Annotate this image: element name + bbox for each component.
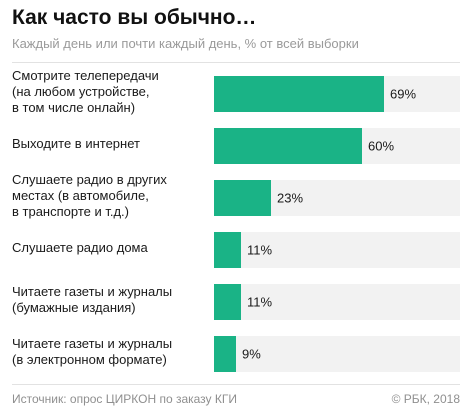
bar — [214, 232, 241, 268]
value-label: 69% — [390, 86, 417, 102]
category-label: Читаете газеты и журналы (бумажные издан… — [12, 284, 173, 315]
bar — [214, 128, 362, 164]
category-label: Смотрите телепередачи (на любом устройст… — [12, 68, 159, 115]
value-label: 9% — [242, 346, 261, 362]
bar-track: 23% — [214, 180, 460, 216]
category-label: Слушаете радио дома — [12, 240, 148, 255]
chart-subtitle: Каждый день или почти каждый день, % от … — [12, 36, 359, 51]
bar — [214, 180, 271, 216]
header-divider — [12, 62, 460, 63]
copyright-credit: © РБК, 2018 — [391, 392, 460, 406]
value-label: 23% — [277, 190, 304, 206]
bar-row: Смотрите телепередачи (на любом устройст… — [0, 66, 474, 118]
bar-row: Читаете газеты и журналы (в электронном … — [0, 326, 474, 378]
bar — [214, 336, 236, 372]
bar-row: Слушаете радио дома 11% — [0, 222, 474, 274]
bar-row: Слушаете радио в других местах (в автомо… — [0, 170, 474, 222]
source-note: Источник: опрос ЦИРКОН по заказу КГИ — [12, 392, 237, 406]
footer-divider — [12, 384, 460, 385]
value-label: 11% — [247, 242, 273, 258]
bar-track: 11% — [214, 232, 460, 268]
bar-track: 60% — [214, 128, 460, 164]
chart-title: Как часто вы обычно… — [12, 6, 257, 29]
bar-track: 9% — [214, 336, 460, 372]
bar-row: Выходите в интернет 60% — [0, 118, 474, 170]
category-label: Читаете газеты и журналы (в электронном … — [12, 336, 173, 367]
bar-row: Читаете газеты и журналы (бумажные издан… — [0, 274, 474, 326]
bar-track: 11% — [214, 284, 460, 320]
value-label: 60% — [368, 138, 395, 154]
bar — [214, 76, 384, 112]
category-label: Слушаете радио в других местах (в автомо… — [12, 172, 167, 219]
category-label: Выходите в интернет — [12, 136, 140, 151]
value-label: 11% — [247, 294, 273, 310]
bar — [214, 284, 241, 320]
bar-track: 69% — [214, 76, 460, 112]
